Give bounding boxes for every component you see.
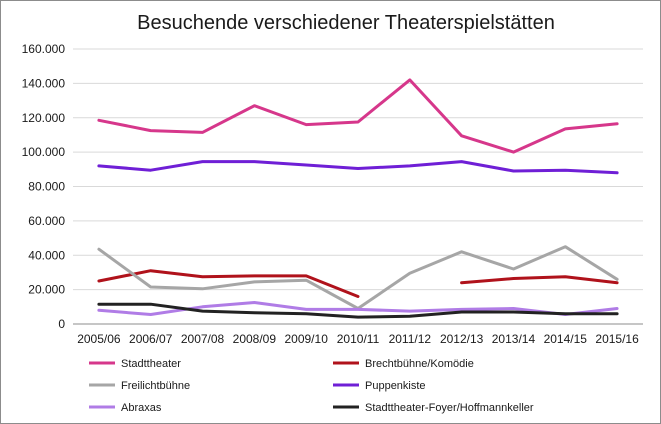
y-tick-label: 0 — [58, 317, 65, 331]
y-tick-label: 60.000 — [28, 214, 65, 228]
x-tick-label: 2015/16 — [595, 332, 639, 346]
y-tick-label: 140.000 — [22, 76, 66, 90]
legend-label: Puppenkiste — [365, 380, 426, 392]
legend: Stadttheater Brechtbühne/Komödie Freilicht… — [89, 358, 534, 414]
y-tick-label: 120.000 — [22, 111, 66, 125]
x-tick-label: 2008/09 — [233, 332, 277, 346]
y-tick-label: 20.000 — [28, 283, 65, 297]
x-tick-label: 2013/14 — [492, 332, 536, 346]
legend-label: Abraxas — [121, 402, 162, 414]
series-lines — [97, 78, 619, 319]
x-tick-label: 2012/13 — [440, 332, 484, 346]
gridlines — [73, 48, 643, 325]
y-axis-ticks: 0 20.000 40.000 60.000 80.000 100.000 120.000 1… — [22, 42, 66, 331]
x-tick-label: 2011/12 — [389, 332, 432, 346]
x-tick-label: 2010/11 — [337, 332, 380, 346]
chart-title: Besuchende verschiedener Theaterspielstä… — [137, 12, 555, 34]
x-tick-label: 2009/10 — [284, 332, 328, 346]
legend-label: Freilichtbühne — [121, 380, 190, 392]
series-line — [97, 269, 360, 298]
y-tick-label: 80.000 — [28, 180, 65, 194]
y-tick-label: 160.000 — [22, 42, 66, 56]
series-line — [97, 302, 619, 319]
x-tick-label: 2014/15 — [544, 332, 588, 346]
series-line — [460, 275, 619, 285]
x-axis-ticks: 2005/06 2006/07 2007/08 2008/09 2009/10 2010/… — [77, 332, 639, 346]
legend-label: Brechtbühne/Komödie — [365, 358, 474, 370]
y-tick-label: 100.000 — [22, 145, 66, 159]
legend-label: Stadttheater-Foyer/Hoffmannkeller — [365, 402, 534, 414]
x-tick-label: 2006/07 — [129, 332, 173, 346]
x-tick-label: 2007/08 — [181, 332, 225, 346]
series-line — [97, 78, 619, 154]
x-tick-label: 2005/06 — [77, 332, 121, 346]
series-line — [97, 160, 619, 175]
legend-label: Stadttheater — [121, 358, 181, 370]
y-tick-label: 40.000 — [28, 248, 65, 262]
